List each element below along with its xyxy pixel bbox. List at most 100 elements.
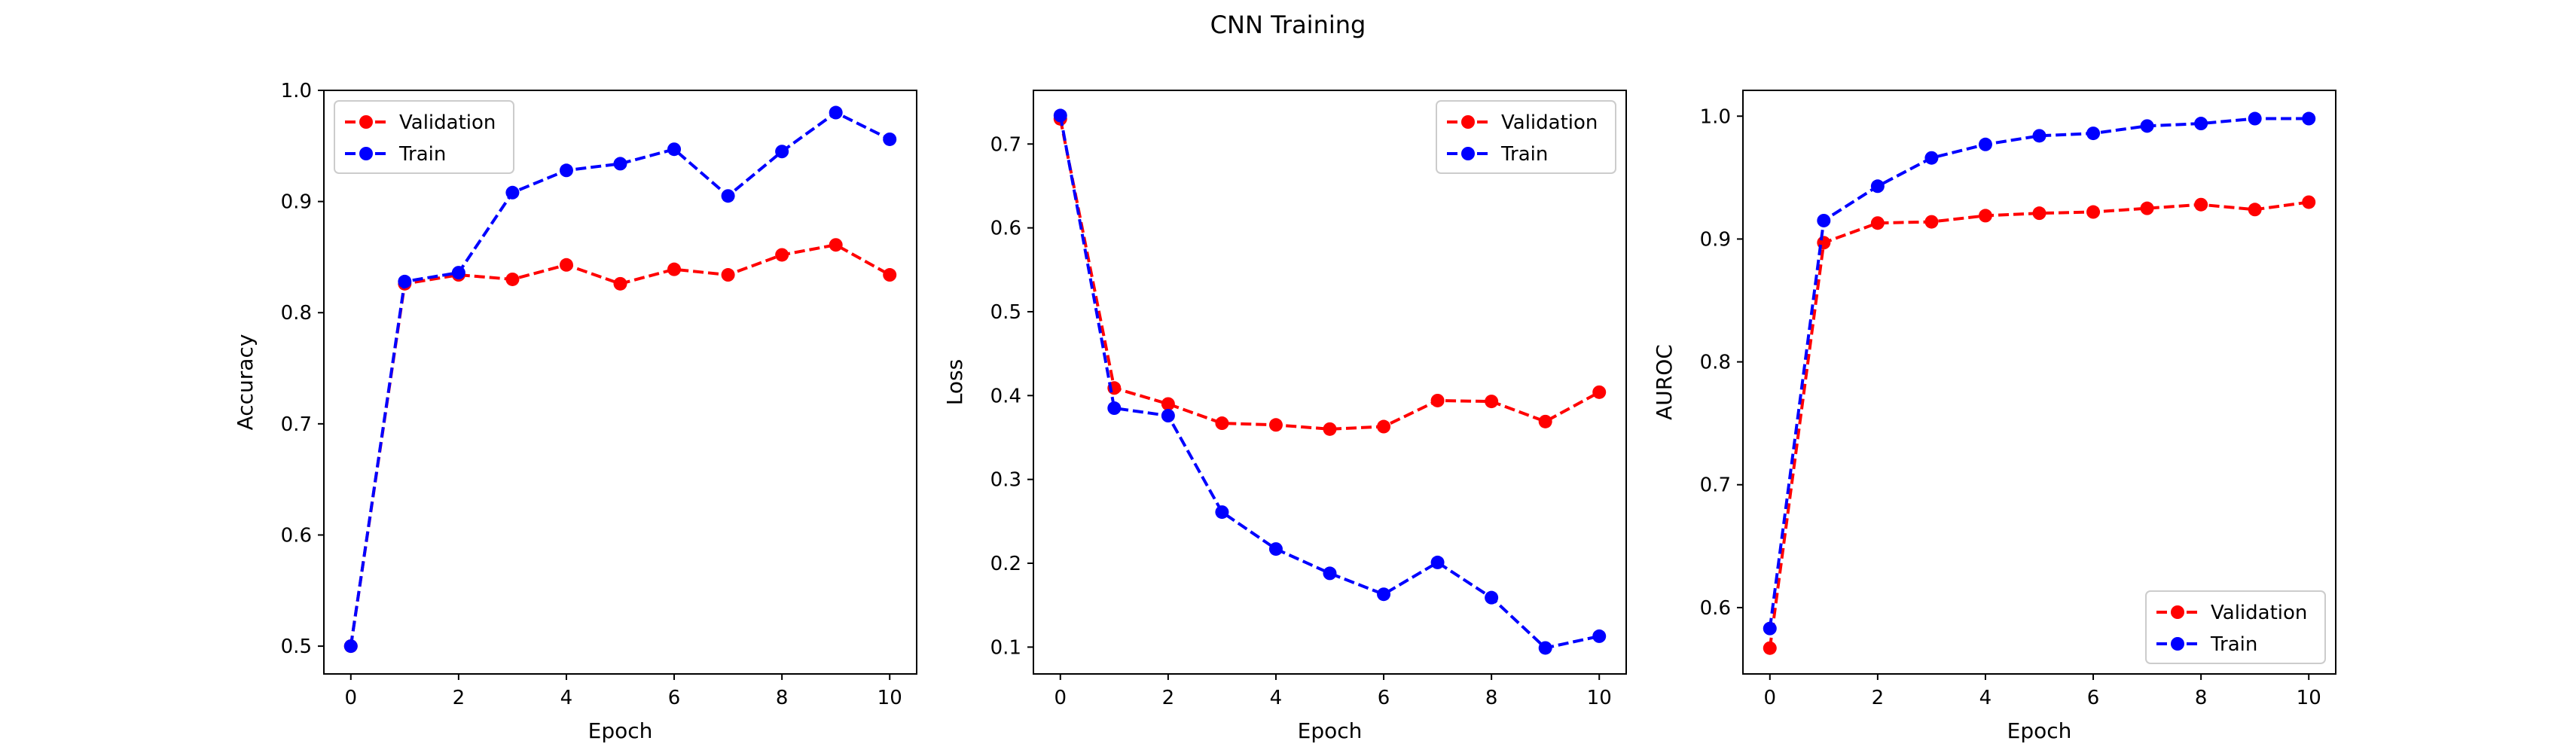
data-point — [1161, 409, 1175, 423]
data-point — [829, 238, 843, 252]
data-point — [1924, 151, 1939, 165]
y-tick-label: 0.3 — [990, 469, 1021, 492]
data-point — [505, 185, 520, 200]
data-point — [1978, 137, 1992, 151]
data-point — [343, 639, 358, 654]
data-point — [883, 268, 897, 282]
data-point — [1268, 418, 1283, 432]
y-tick-label: 0.2 — [990, 553, 1021, 575]
y-tick-label: 0.7 — [281, 413, 312, 436]
data-point — [1538, 414, 1552, 428]
data-point — [1763, 641, 1777, 655]
data-point — [2194, 117, 2208, 131]
series-validation — [1763, 195, 2316, 655]
x-tick-label: 4 — [1270, 687, 1283, 709]
x-tick-label: 0 — [1763, 687, 1776, 709]
data-point — [2086, 205, 2101, 219]
x-tick-label: 10 — [2297, 687, 2321, 709]
series-line — [1058, 118, 1601, 431]
data-point — [1053, 108, 1067, 123]
series-line — [1768, 117, 2309, 629]
x-axis-label: Epoch — [588, 718, 653, 743]
data-point — [559, 258, 573, 272]
legend-entry-validation: Validation — [345, 111, 496, 134]
y-tick-label: 0.1 — [990, 636, 1021, 659]
data-point — [721, 268, 735, 282]
x-tick-label: 10 — [1587, 687, 1612, 709]
series-line — [349, 111, 891, 647]
legend-marker — [1461, 115, 1475, 129]
y-tick-label: 0.4 — [990, 385, 1021, 407]
data-point — [1485, 590, 1499, 605]
x-tick-label: 2 — [1872, 687, 1885, 709]
legend-marker — [2171, 605, 2184, 619]
data-point — [667, 142, 682, 157]
y-tick-label: 0.8 — [1700, 352, 1731, 374]
y-axis-label: Accuracy — [233, 334, 258, 431]
figure-title: CNN Training — [1210, 11, 1366, 39]
x-axis-label: Epoch — [1298, 718, 1363, 743]
y-axis-label: AUROC — [1652, 344, 1677, 420]
y-tick-label: 0.9 — [281, 191, 312, 214]
data-point — [613, 157, 627, 171]
legend: Validation Train — [1436, 100, 1616, 174]
y-tick-label: 0.9 — [1700, 228, 1731, 251]
data-point — [2302, 111, 2316, 126]
data-point — [1592, 629, 1607, 643]
data-point — [721, 189, 735, 203]
data-point — [775, 145, 789, 159]
y-tick-label: 1.0 — [1700, 105, 1731, 128]
legend-entry-train: Train — [345, 143, 446, 166]
data-point — [1817, 213, 1831, 227]
data-point — [1485, 395, 1499, 409]
data-point — [883, 132, 897, 146]
data-point — [1268, 542, 1283, 556]
axes-frame — [1033, 90, 1627, 675]
data-point — [1538, 641, 1552, 655]
y-tick-label: 0.6 — [990, 218, 1021, 240]
data-point — [1870, 179, 1885, 194]
legend: Validation Train — [334, 100, 514, 174]
data-point — [1430, 393, 1445, 407]
series-train — [343, 105, 897, 654]
x-tick-label: 0 — [344, 687, 357, 709]
x-tick-label: 6 — [668, 687, 681, 709]
series-train — [1763, 111, 2316, 636]
legend-entry-train: Train — [1447, 143, 1548, 166]
legend-entry-train: Train — [2156, 633, 2257, 656]
data-point — [2032, 129, 2046, 143]
series-line — [1768, 200, 2309, 649]
x-tick-label: 6 — [2087, 687, 2100, 709]
data-point — [1430, 555, 1445, 569]
legend-marker — [359, 147, 373, 160]
legend-marker — [359, 115, 373, 129]
y-axis-label: Loss — [942, 359, 967, 405]
x-tick-label: 2 — [1162, 687, 1175, 709]
legend-label: Train — [1500, 143, 1548, 166]
axes-frame — [1742, 90, 2336, 675]
x-tick-label: 2 — [453, 687, 465, 709]
data-point — [1323, 566, 1337, 581]
x-tick-label: 8 — [1485, 687, 1498, 709]
data-point — [2140, 119, 2154, 133]
data-point — [2248, 111, 2262, 126]
data-point — [398, 274, 412, 288]
y-tick-label: 0.6 — [281, 524, 312, 547]
data-point — [2140, 201, 2154, 215]
data-point — [2248, 203, 2262, 217]
data-point — [2302, 195, 2316, 209]
data-point — [1924, 215, 1939, 229]
data-point — [1978, 209, 1992, 223]
x-tick-label: 4 — [560, 687, 573, 709]
x-tick-label: 8 — [776, 687, 789, 709]
legend-entry-validation: Validation — [2156, 602, 2307, 624]
subplot-loss: 0 2 4 6 8 10 0.1 0.2 0.3 0.4 0.5 0.6 0.7 Epoch Loss Val… — [942, 90, 1627, 743]
subplot-accuracy: 0 2 4 6 8 10 0.5 0.6 0.7 0.8 0.9 1.0 Epoch Accuracy Va… — [233, 80, 917, 743]
x-tick-label: 6 — [1378, 687, 1390, 709]
data-point — [829, 105, 843, 120]
data-point — [667, 262, 682, 276]
y-tick-label: 0.6 — [1700, 597, 1731, 620]
data-point — [2086, 127, 2101, 141]
y-tick-label: 0.7 — [1700, 474, 1731, 497]
data-point — [1870, 216, 1885, 230]
